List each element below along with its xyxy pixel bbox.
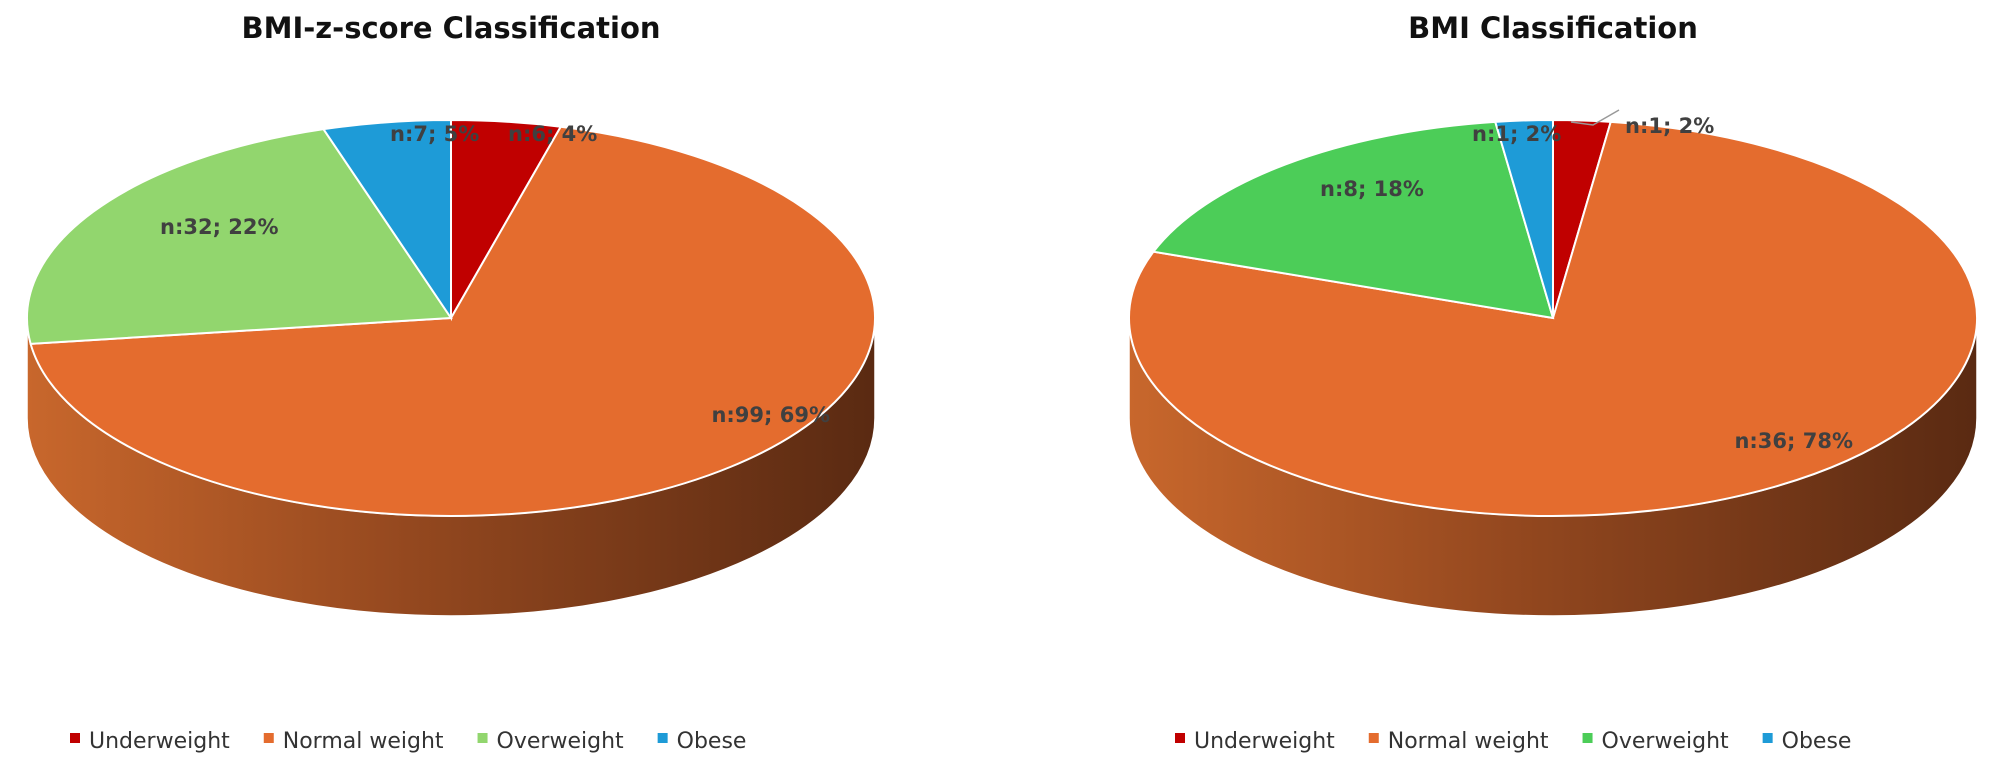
data-label: n:1; 2% [1625, 114, 1714, 138]
pie-slice-overweight [1151, 120, 1555, 320]
legend-label: Underweight [1194, 729, 1335, 754]
data-label: n:7; 5% [390, 122, 479, 146]
legend-item: Normal weight [1368, 729, 1549, 754]
legend-item: Normal weight [263, 729, 444, 754]
legend-label: Underweight [89, 729, 230, 754]
legend-label: Normal weight [283, 729, 444, 754]
legend-swatch [657, 733, 668, 743]
legend-label: Obese [677, 729, 747, 754]
legend-item: Obese [1762, 729, 1852, 754]
legend-swatch [70, 733, 80, 743]
chart-title: BMI-z-score Classification [241, 11, 660, 45]
data-label: n:32; 22% [160, 215, 279, 239]
data-label: n:1; 2% [1472, 122, 1561, 146]
data-label: n:8; 18% [1320, 177, 1424, 201]
legend-label: Normal weight [1388, 729, 1549, 754]
pie-chart-1: BMI-z-score Classification n:6; 4% n:99; 6… [26, 11, 876, 754]
data-label: n:36; 78% [1734, 429, 1853, 453]
legend-swatch [1762, 733, 1773, 743]
legend-item: Overweight [1582, 729, 1729, 754]
legend-label: Obese [1782, 729, 1852, 754]
leader-line [1570, 109, 1620, 126]
pie-slice-overweight [26, 128, 453, 345]
pie-slice-normal-weight [29, 125, 876, 517]
legend-swatch [1175, 733, 1185, 743]
pie-slice-obese [321, 118, 452, 322]
legend-item: Overweight [477, 729, 624, 754]
data-label: n:99; 69% [711, 403, 830, 427]
legend-swatch [477, 733, 488, 743]
pie-slice-obese [1493, 118, 1554, 319]
legend-swatch [1582, 733, 1593, 743]
legend-item: Obese [657, 729, 747, 754]
chart-title: BMI Classification [1408, 11, 1698, 45]
pie-chart-2: BMI Classification n:1; 2% n:36; 78% n:8; 1… [1128, 11, 1978, 754]
legend-item: Underweight [70, 729, 230, 754]
legend-swatch [1368, 733, 1379, 743]
legend-swatch [263, 733, 274, 743]
legend-label: Overweight [497, 729, 624, 754]
data-label: n:6; 4% [508, 122, 597, 146]
legend-item: Underweight [1175, 729, 1335, 754]
legend-label: Overweight [1602, 729, 1729, 754]
